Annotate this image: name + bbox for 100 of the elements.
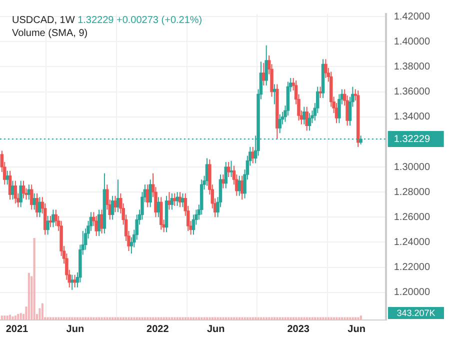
bar (332, 317, 335, 320)
bar (268, 317, 270, 320)
bar (20, 313, 22, 320)
bar (176, 317, 178, 320)
bar (295, 317, 298, 320)
bar (211, 317, 214, 320)
bar (349, 317, 352, 320)
bar (128, 317, 130, 320)
bar (179, 317, 182, 320)
bar (125, 317, 128, 320)
bar (130, 317, 133, 320)
bar (168, 317, 170, 320)
bar (236, 317, 238, 320)
bar (220, 317, 222, 320)
bar (360, 316, 362, 320)
bar (146, 317, 149, 320)
bar (208, 317, 211, 320)
bar (308, 317, 311, 320)
bar (282, 317, 284, 320)
bar (62, 317, 66, 320)
bar (54, 317, 57, 320)
bar (160, 317, 162, 320)
bar (260, 317, 262, 320)
bar (241, 317, 244, 320)
bar (352, 317, 354, 320)
bar (328, 317, 330, 320)
bar (76, 317, 79, 320)
y-tick-label: 1.30000 (394, 162, 430, 173)
bar (49, 317, 52, 320)
bar (33, 238, 36, 320)
bar (74, 317, 76, 320)
bar (133, 317, 136, 320)
bar (141, 317, 144, 320)
bar (274, 317, 276, 320)
bar (319, 317, 322, 320)
bar (338, 317, 340, 320)
bar (265, 317, 268, 320)
bar (287, 317, 290, 320)
bar (311, 317, 314, 320)
y-tick-label: 1.28000 (394, 186, 430, 198)
y-tick-label: 1.26000 (394, 212, 430, 223)
bar (214, 317, 216, 320)
bar (246, 317, 249, 320)
bar (346, 317, 348, 320)
y-tick-label: 1.24000 (394, 236, 430, 248)
bar (298, 317, 300, 320)
bar (206, 317, 208, 320)
x-tick-label: 2022 (146, 324, 170, 335)
bar (322, 317, 324, 320)
bar (108, 317, 111, 320)
bar (190, 317, 192, 320)
bar (46, 317, 49, 320)
bar (174, 317, 176, 320)
bar (12, 316, 14, 320)
bar (200, 317, 203, 320)
bar (157, 317, 160, 320)
y-tick-label: 1.32229 (394, 134, 430, 145)
bar (84, 317, 87, 320)
bar (228, 317, 230, 320)
chart-subtitle: 1.32229 +0.00273 (+0.21%) (78, 15, 202, 26)
bar (336, 317, 338, 320)
bar (233, 317, 236, 320)
bar (170, 317, 174, 320)
bar (17, 314, 20, 320)
bar (112, 317, 114, 320)
bar (257, 317, 260, 320)
bar (0, 316, 3, 320)
bar (154, 317, 157, 320)
bar (79, 317, 82, 320)
bar (138, 317, 141, 320)
bar (162, 317, 165, 320)
bar (95, 317, 98, 320)
bar (249, 317, 252, 320)
bar (149, 317, 152, 320)
chart-title: Volume (SMA, 9) (12, 27, 89, 40)
y-tick-label: 1.36000 (394, 86, 430, 98)
bar (4, 316, 6, 320)
bar (354, 317, 357, 320)
x-tick-label: Jun (348, 324, 366, 335)
bar (152, 317, 154, 320)
bar (276, 317, 278, 320)
bar (90, 317, 92, 320)
bar (306, 317, 308, 320)
y-tick-label: 1.20000 (394, 287, 430, 298)
bar (98, 317, 100, 320)
bar (66, 317, 68, 320)
bar (324, 317, 327, 320)
bar (103, 317, 106, 320)
text: 343.207K (388, 307, 444, 319)
bar (195, 317, 198, 320)
bar (244, 317, 246, 320)
bar (52, 317, 54, 320)
bar (106, 317, 108, 320)
x-tick-label: Jun (206, 324, 225, 335)
y-tick-label: 1.42000 (394, 11, 430, 22)
bar (262, 317, 265, 320)
bar (144, 317, 146, 320)
bar (136, 317, 138, 320)
bar (122, 317, 124, 320)
bar (68, 317, 70, 320)
